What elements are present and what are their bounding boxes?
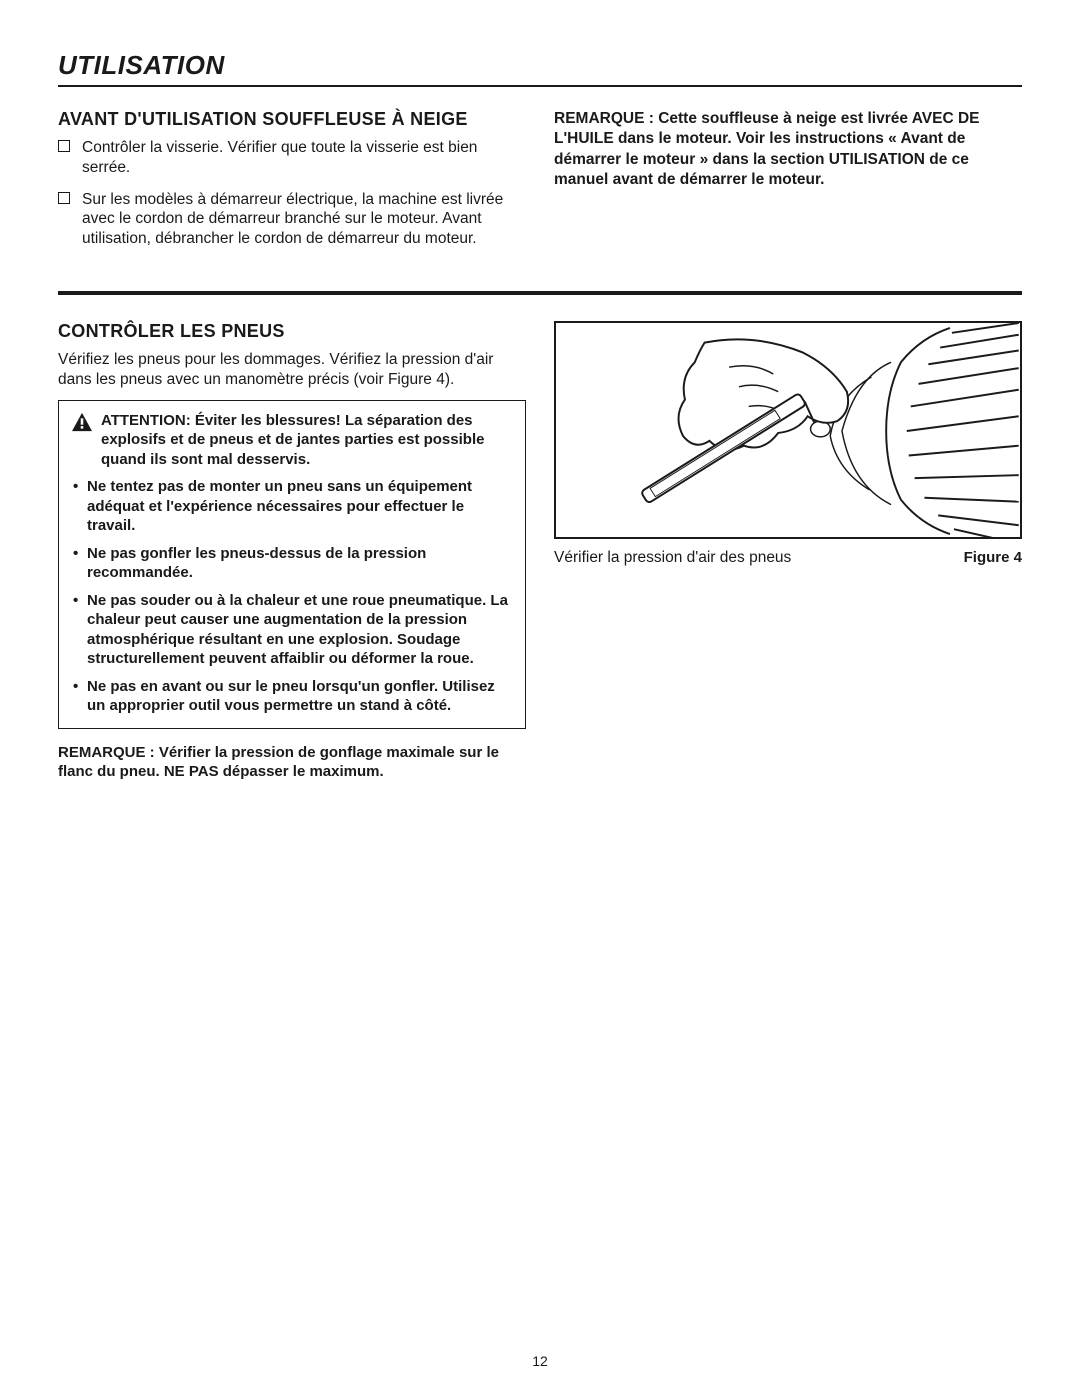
warning-bullets: Ne tentez pas de monter un pneu sans un … bbox=[71, 477, 513, 716]
oil-remark: REMARQUE : Cette souffleuse à neige est … bbox=[554, 109, 1022, 191]
upper-left-col: AVANT D'UTILISATION SOUFFLEUSE À NEIGE C… bbox=[58, 109, 526, 261]
figure-caption-row: Vérifier la pression d'air des pneus Fig… bbox=[554, 549, 1022, 567]
figure-4-illustration bbox=[554, 321, 1022, 539]
warning-bullet: Ne pas souder ou à la chaleur et une rou… bbox=[71, 591, 513, 669]
figure-caption: Vérifier la pression d'air des pneus bbox=[554, 549, 791, 567]
section-a-heading: AVANT D'UTILISATION SOUFFLEUSE À NEIGE bbox=[58, 109, 526, 130]
checklist-item: Sur les modèles à démarreur électrique, … bbox=[58, 190, 526, 249]
checkbox-icon bbox=[58, 140, 70, 152]
warning-header: ATTENTION: Éviter les blessures! La sépa… bbox=[71, 411, 513, 470]
lower-row: CONTRÔLER LES PNEUS Vérifiez les pneus p… bbox=[58, 321, 1022, 782]
page-number: 12 bbox=[0, 1353, 1080, 1369]
warning-bullet: Ne tentez pas de monter un pneu sans un … bbox=[71, 477, 513, 536]
lower-left-col: CONTRÔLER LES PNEUS Vérifiez les pneus p… bbox=[58, 321, 526, 782]
warning-triangle-icon bbox=[71, 412, 93, 432]
checklist: Contrôler la visserie. Vérifier que tout… bbox=[58, 138, 526, 249]
lower-right-col: Vérifier la pression d'air des pneus Fig… bbox=[554, 321, 1022, 782]
checkbox-icon bbox=[58, 192, 70, 204]
warning-box: ATTENTION: Éviter les blessures! La sépa… bbox=[58, 400, 526, 729]
warning-bullet: Ne pas en avant ou sur le pneu lorsqu'un… bbox=[71, 677, 513, 716]
warning-head-text: ATTENTION: Éviter les blessures! La sépa… bbox=[101, 411, 513, 470]
upper-row: AVANT D'UTILISATION SOUFFLEUSE À NEIGE C… bbox=[58, 109, 1022, 261]
checklist-text: Contrôler la visserie. Vérifier que tout… bbox=[82, 139, 477, 176]
upper-right-col: REMARQUE : Cette souffleuse à neige est … bbox=[554, 109, 1022, 261]
checklist-text: Sur les modèles à démarreur électrique, … bbox=[82, 191, 503, 248]
tire-pressure-illustration-icon bbox=[556, 323, 1020, 537]
warning-bullet: Ne pas gonfler les pneus-dessus de la pr… bbox=[71, 544, 513, 583]
checklist-item: Contrôler la visserie. Vérifier que tout… bbox=[58, 138, 526, 178]
pressure-remark: REMARQUE : Vérifier la pression de gonfl… bbox=[58, 743, 526, 782]
section-b-intro: Vérifiez les pneus pour les dommages. Vé… bbox=[58, 350, 526, 390]
section-divider bbox=[58, 291, 1022, 295]
page-title: UTILISATION bbox=[58, 50, 1022, 87]
figure-label: Figure 4 bbox=[964, 549, 1022, 566]
section-b-heading: CONTRÔLER LES PNEUS bbox=[58, 321, 526, 342]
